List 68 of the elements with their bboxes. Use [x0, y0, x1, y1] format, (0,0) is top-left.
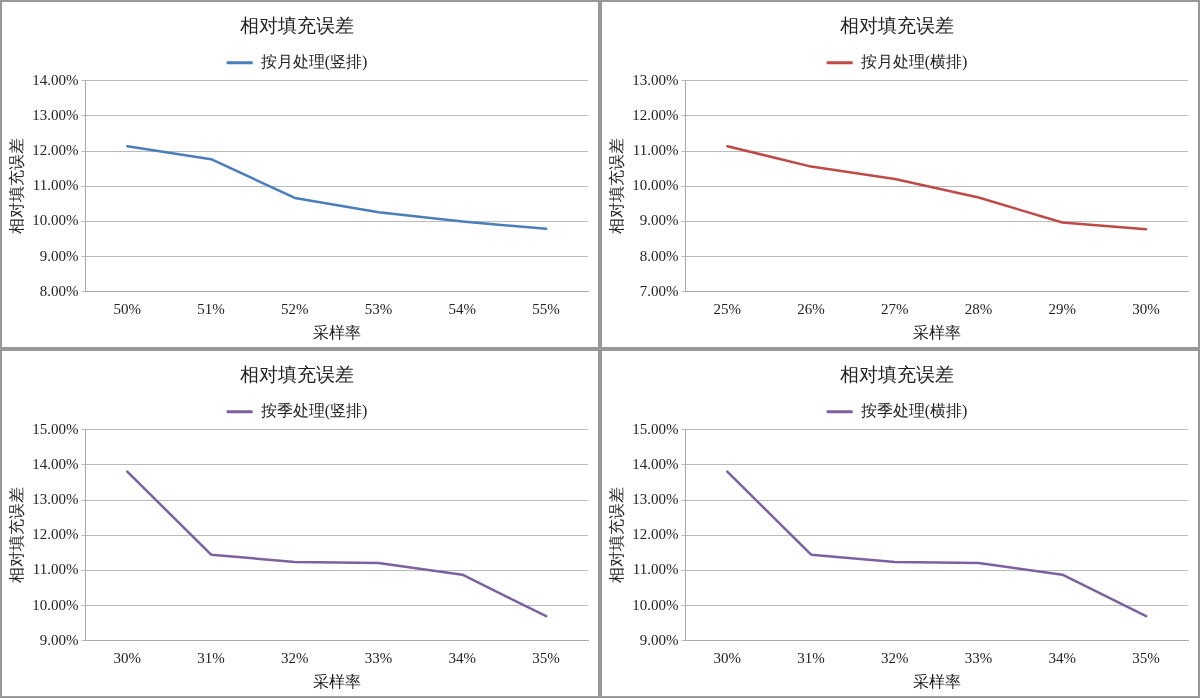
- chart-title: 相对填充误差: [840, 364, 954, 386]
- x-axis-title: 采样率: [312, 672, 361, 690]
- x-tick-label: 35%: [532, 649, 560, 666]
- x-tick-label: 50%: [113, 300, 142, 317]
- y-tick-label: 10.00%: [32, 212, 79, 229]
- x-tick-label: 30%: [113, 649, 142, 666]
- y-tick-label: 14.00%: [632, 455, 679, 472]
- x-tick-label: 51%: [197, 300, 225, 317]
- x-tick-label: 34%: [448, 649, 477, 666]
- x-tick-label: 25%: [713, 300, 742, 317]
- y-tick-label: 9.00%: [639, 631, 679, 648]
- x-axis-title: 采样率: [312, 323, 361, 341]
- x-tick-label: 27%: [881, 300, 909, 317]
- y-tick-label: 11.00%: [632, 561, 679, 578]
- x-tick-label: 33%: [364, 649, 393, 666]
- y-axis-title: 相对填充误差: [607, 487, 625, 584]
- y-tick-label: 12.00%: [32, 526, 79, 543]
- y-axis-title: 相对填充误差: [7, 487, 25, 584]
- y-tick-label: 7.00%: [639, 282, 679, 299]
- x-tick-label: 33%: [964, 649, 993, 666]
- y-tick-label: 12.00%: [632, 526, 679, 543]
- y-tick-label: 10.00%: [632, 596, 679, 613]
- legend-label: 按季处理(竖排): [260, 402, 368, 420]
- y-tick-label: 13.00%: [632, 491, 679, 508]
- x-tick-label: 54%: [448, 300, 477, 317]
- x-tick-label: 30%: [1132, 300, 1160, 317]
- y-tick-label: 14.00%: [32, 455, 79, 472]
- y-tick-label: 14.00%: [32, 71, 79, 88]
- y-tick-label: 11.00%: [32, 177, 79, 194]
- y-tick-label: 13.00%: [32, 106, 79, 123]
- x-tick-label: 26%: [797, 300, 825, 317]
- y-tick-label: 15.00%: [32, 420, 79, 437]
- y-tick-label: 10.00%: [632, 177, 679, 194]
- x-tick-label: 31%: [197, 649, 225, 666]
- x-tick-label: 32%: [281, 649, 309, 666]
- x-tick-label: 28%: [964, 300, 993, 317]
- y-tick-label: 9.00%: [39, 631, 79, 648]
- y-axis-title: 相对填充误差: [607, 138, 625, 235]
- x-tick-label: 55%: [532, 300, 560, 317]
- x-tick-label: 30%: [713, 649, 742, 666]
- x-tick-label: 53%: [364, 300, 393, 317]
- y-tick-label: 8.00%: [39, 282, 79, 299]
- y-tick-label: 12.00%: [32, 142, 79, 159]
- x-tick-label: 34%: [1048, 649, 1077, 666]
- x-axis-title: 采样率: [912, 323, 961, 341]
- y-tick-label: 10.00%: [32, 596, 79, 613]
- x-axis-title: 采样率: [912, 672, 961, 690]
- y-tick-label: 11.00%: [632, 142, 679, 159]
- y-tick-label: 8.00%: [639, 247, 679, 264]
- chart-title: 相对填充误差: [840, 15, 954, 37]
- y-tick-label: 13.00%: [32, 491, 79, 508]
- y-tick-label: 12.00%: [632, 106, 679, 123]
- x-tick-label: 29%: [1048, 300, 1077, 317]
- y-tick-label: 9.00%: [639, 212, 679, 229]
- y-tick-label: 15.00%: [632, 420, 679, 437]
- x-tick-label: 31%: [797, 649, 825, 666]
- legend-label: 按季处理(横排): [860, 402, 968, 420]
- y-axis-title: 相对填充误差: [7, 138, 25, 235]
- y-tick-label: 9.00%: [39, 247, 79, 264]
- x-tick-label: 35%: [1132, 649, 1160, 666]
- x-tick-label: 52%: [281, 300, 309, 317]
- chart-title: 相对填充误差: [240, 15, 354, 37]
- legend-label: 按月处理(竖排): [260, 53, 368, 71]
- legend-label: 按月处理(横排): [860, 53, 968, 71]
- x-tick-label: 32%: [881, 649, 909, 666]
- y-tick-label: 11.00%: [32, 561, 79, 578]
- chart-title: 相对填充误差: [240, 364, 354, 386]
- y-tick-label: 13.00%: [632, 71, 679, 88]
